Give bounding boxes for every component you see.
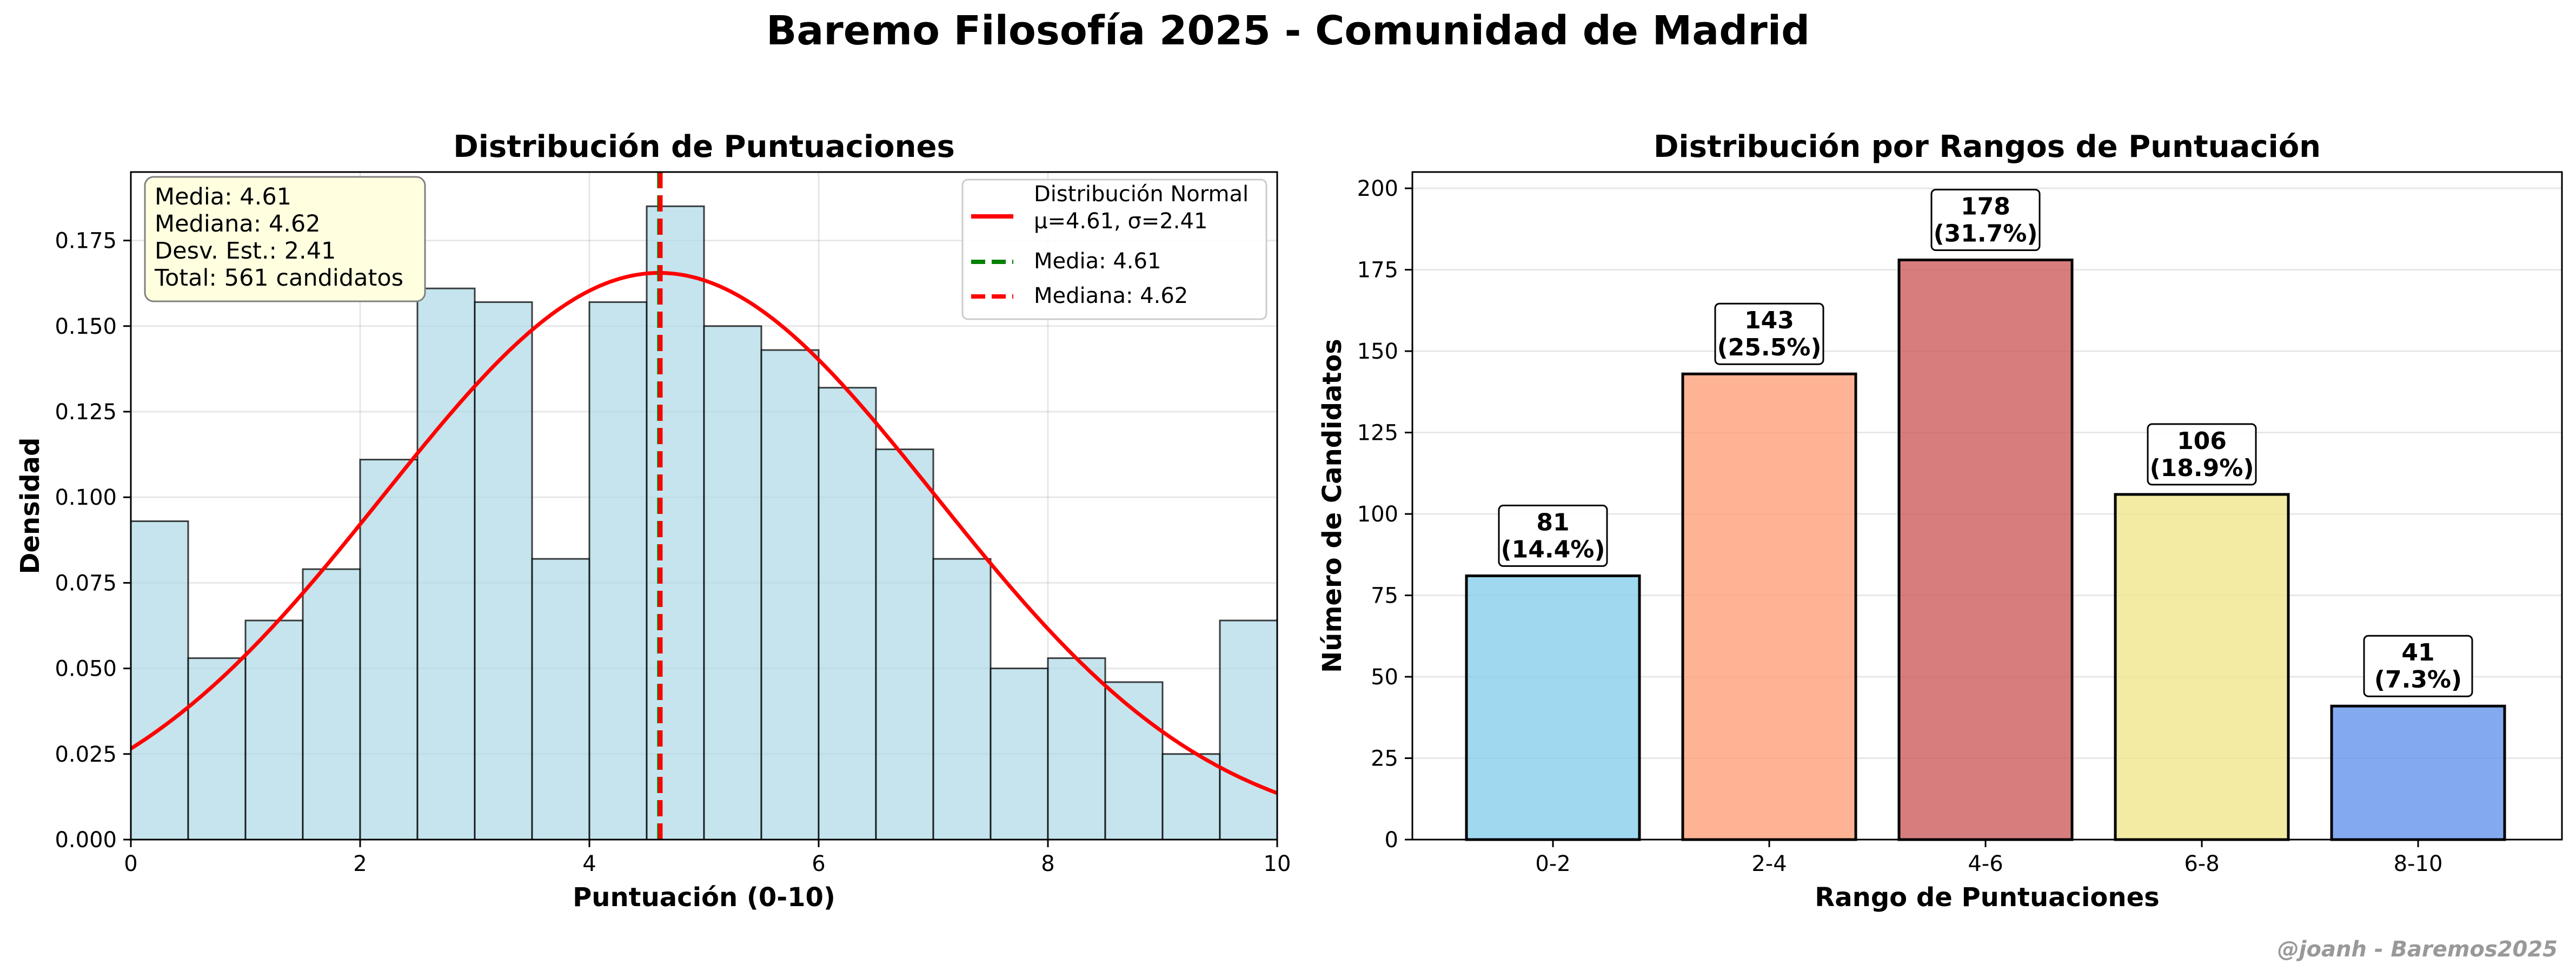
y-tick-label: 100 xyxy=(1357,502,1398,527)
stats-box xyxy=(144,176,426,302)
stats-line: Mediana: 4.62 xyxy=(155,210,321,237)
value-label-box xyxy=(1930,189,2041,252)
value-label-box xyxy=(2363,635,2473,697)
histogram-bar xyxy=(760,349,820,841)
chart-title: Distribución por Rangos de Puntuación xyxy=(1654,129,2321,164)
value-label: 178 xyxy=(1961,193,2010,221)
y-tick-label: 200 xyxy=(1357,176,1398,201)
value-label: 81 xyxy=(1536,509,1569,536)
percent-label: (31.7%) xyxy=(1934,220,2038,248)
legend-label: μ=4.61, σ=2.41 xyxy=(1034,209,1207,234)
bar xyxy=(2330,704,2506,841)
y-tick-label: 0.100 xyxy=(55,485,117,510)
stats-line: Media: 4.61 xyxy=(155,183,291,210)
x-tick-label: 10 xyxy=(1264,851,1291,876)
histogram-chart: 0 2 4 6 8 10 0.000 0.025 0.050 0.075 0.100 0.125 0.1… xyxy=(15,129,1291,913)
x-tick-label: 4 xyxy=(582,851,596,876)
histogram-bar xyxy=(1047,657,1106,841)
y-tick-label: 0.000 xyxy=(55,828,117,853)
value-label: 143 xyxy=(1744,307,1794,334)
y-tick-label: 0.050 xyxy=(55,657,117,682)
histogram-bar xyxy=(990,668,1049,841)
y-tick-label: 0 xyxy=(1385,828,1398,853)
legend-box xyxy=(961,179,1267,320)
bar xyxy=(1465,574,1641,841)
x-tick-label: 2-4 xyxy=(1751,851,1787,876)
stats-line: Desv. Est.: 2.41 xyxy=(155,237,336,265)
legend-label: Mediana: 4.62 xyxy=(1034,283,1188,308)
histogram-bar xyxy=(416,287,476,841)
value-label-box xyxy=(1714,302,1824,365)
histogram-bar xyxy=(588,301,648,841)
bar xyxy=(1681,372,1857,841)
x-tick-label: 8-10 xyxy=(2394,851,2443,876)
bar xyxy=(1897,259,2074,841)
value-label: 106 xyxy=(2177,427,2227,455)
y-tick-label: 150 xyxy=(1357,339,1398,364)
chart-title: Distribución de Puntuaciones xyxy=(453,129,955,164)
plot-frame xyxy=(130,171,1278,841)
y-tick-label: 0.075 xyxy=(55,571,117,596)
x-tick-label: 8 xyxy=(1041,851,1054,876)
watermark: @joanh - Baremos2025 xyxy=(2278,937,2558,962)
bar-chart: 0-2 2-4 4-6 6-8 8-10 0 25 50 75 100 125 150 175 200 81… xyxy=(1317,129,2563,913)
percent-label: (18.9%) xyxy=(2150,454,2254,482)
x-tick-label: 0 xyxy=(124,851,137,876)
percent-label: (14.4%) xyxy=(1501,536,1605,563)
histogram-bar xyxy=(932,558,992,841)
y-tick-label: 0.175 xyxy=(55,229,117,254)
value-label-box xyxy=(1498,504,1608,567)
histogram-bar xyxy=(646,205,705,841)
stats-line: Total: 561 candidatos xyxy=(154,265,403,292)
legend-label: Distribución Normal xyxy=(1034,182,1249,207)
histogram-bar xyxy=(1104,681,1164,841)
x-tick-label: 2 xyxy=(353,851,367,876)
figure-title: Baremo Filosofía 2025 - Comunidad de Mad… xyxy=(766,8,1810,54)
histogram-bar xyxy=(1161,753,1221,841)
percent-label: (25.5%) xyxy=(1717,334,1822,361)
histogram-bar xyxy=(531,558,590,841)
histogram-bar xyxy=(302,568,361,841)
legend-label: Media: 4.61 xyxy=(1034,249,1161,274)
percent-label: (7.3%) xyxy=(2374,666,2462,694)
y-tick-label: 125 xyxy=(1357,421,1398,446)
y-axis-label: Densidad xyxy=(15,438,45,575)
x-axis-label: Puntuación (0-10) xyxy=(573,882,835,913)
y-tick-label: 0.025 xyxy=(55,742,117,767)
bar xyxy=(2114,493,2290,841)
histogram-bar xyxy=(244,619,304,841)
y-tick-label: 175 xyxy=(1357,258,1398,283)
plot-frame xyxy=(1411,171,2563,841)
y-tick-label: 0.125 xyxy=(55,400,117,425)
histogram-bar xyxy=(187,657,247,841)
histogram-bar xyxy=(130,520,189,841)
histogram-bar xyxy=(818,387,877,841)
histogram-bar xyxy=(1219,619,1278,841)
histogram-bar xyxy=(474,301,533,841)
x-tick-label: 4-6 xyxy=(1968,851,2003,876)
value-label: 41 xyxy=(2401,639,2434,666)
y-tick-label: 75 xyxy=(1371,584,1398,609)
y-tick-label: 0.150 xyxy=(55,314,117,339)
normal-curve xyxy=(130,271,1278,795)
x-tick-label: 6-8 xyxy=(2184,851,2219,876)
y-axis-label: Número de Candidatos xyxy=(1317,339,1347,673)
y-tick-label: 50 xyxy=(1371,665,1398,690)
x-axis-label: Rango de Puntuaciones xyxy=(1815,882,2159,913)
x-tick-label: 6 xyxy=(812,851,825,876)
x-tick-label: 0-2 xyxy=(1535,851,1570,876)
value-label-box xyxy=(2147,423,2257,486)
y-tick-label: 25 xyxy=(1371,747,1398,771)
histogram-bar xyxy=(875,448,934,841)
histogram-bar xyxy=(703,325,762,841)
